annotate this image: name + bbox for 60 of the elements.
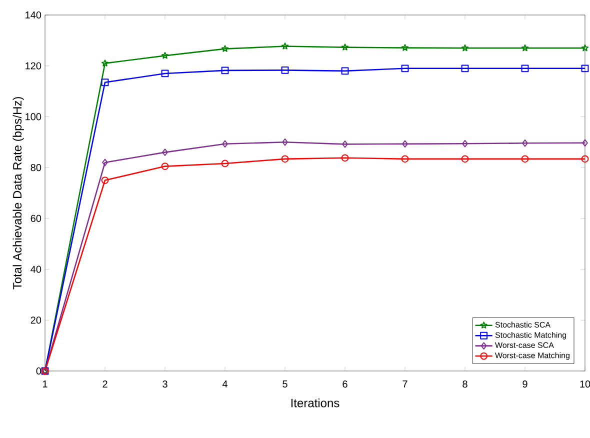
point (521, 44, 529, 52)
point (281, 155, 289, 163)
point (521, 64, 529, 72)
point (582, 139, 588, 147)
y-tick-label: 0 (36, 367, 42, 375)
point (221, 45, 229, 52)
x-tick-label: 9 (522, 380, 528, 388)
x-tick-label: 6 (342, 380, 348, 388)
point (581, 155, 589, 163)
point (401, 64, 409, 72)
point (281, 42, 289, 50)
legend-label: Worst-case Matching (495, 352, 570, 360)
x-tick-label: 7 (402, 380, 408, 388)
y-tick-label: 100 (26, 113, 42, 120)
y-tick-label: 60 (30, 214, 42, 222)
point (221, 66, 229, 74)
point (341, 44, 349, 50)
x-tick-label: 2 (102, 380, 108, 388)
point (282, 138, 288, 146)
point (401, 44, 409, 51)
point (342, 140, 348, 148)
y-tick-label: 80 (30, 164, 42, 172)
x-tick-label: 4 (222, 380, 228, 388)
point (341, 67, 349, 75)
legend-label: Stochastic SCA (495, 322, 551, 328)
point (402, 140, 408, 148)
point (161, 70, 169, 78)
y-axis-title: Total Achievable Data Rate (bps/Hz) (12, 97, 24, 290)
point (461, 44, 469, 52)
point (281, 66, 289, 74)
point (401, 155, 409, 163)
point (521, 155, 529, 163)
y-tick-label: 120 (26, 62, 42, 70)
point (162, 148, 168, 156)
x-axis-title: Iterations (291, 398, 340, 408)
x-tick-label: 10 (580, 380, 590, 388)
point (102, 158, 108, 166)
point (581, 44, 589, 52)
x-tick-label: 3 (162, 380, 168, 388)
point (101, 60, 109, 66)
x-tick-label: 5 (282, 380, 288, 388)
point (101, 78, 109, 86)
point (461, 64, 469, 72)
y-tick-label: 40 (30, 266, 42, 273)
point (462, 140, 468, 148)
point (222, 140, 228, 148)
legend-label: Stochastic Matching (495, 332, 566, 340)
point (581, 64, 589, 72)
y-tick-label: 140 (26, 11, 42, 19)
point (161, 52, 169, 59)
point (461, 155, 469, 163)
x-tick-label: 8 (462, 380, 468, 388)
point (161, 162, 169, 170)
x-tick-label: 1 (42, 380, 48, 388)
y-tick-label: 20 (30, 316, 42, 324)
point (341, 154, 349, 162)
point (101, 176, 109, 184)
point (221, 160, 229, 168)
point (522, 139, 528, 147)
legend-label: Worst-case SCA (495, 342, 554, 348)
